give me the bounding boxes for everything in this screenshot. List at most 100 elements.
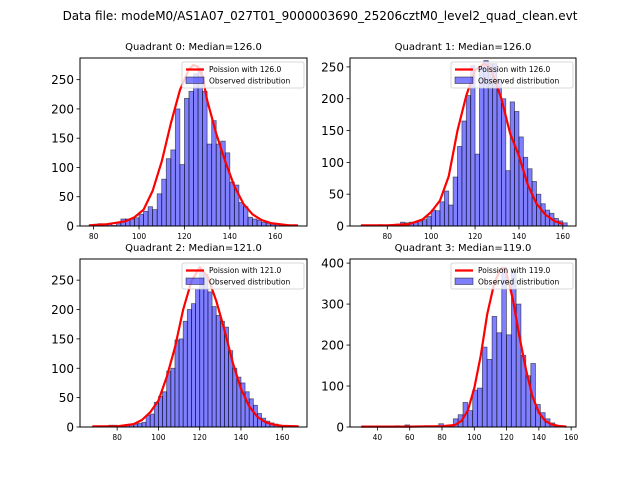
legend-label-observed: Observed distribution xyxy=(478,278,559,287)
histogram-bar xyxy=(522,156,529,227)
y-tick-label: 200 xyxy=(321,339,344,353)
histogram-bar xyxy=(199,270,205,428)
histogram-bar xyxy=(470,65,476,227)
histogram-bar xyxy=(138,213,144,227)
legend-label-poisson: Poission with 126.0 xyxy=(478,65,551,74)
histogram-bar xyxy=(491,315,498,428)
histogram-bar xyxy=(461,120,467,227)
histogram-bar xyxy=(481,346,488,428)
histogram-bar xyxy=(518,136,524,227)
histogram-bar xyxy=(165,158,172,227)
histogram-bar xyxy=(457,146,463,227)
histogram-bar xyxy=(215,314,221,428)
axes-frame xyxy=(79,57,308,227)
histogram-bar xyxy=(422,219,428,227)
histogram-bar xyxy=(182,320,188,428)
y-tick-label: 200 xyxy=(51,303,74,317)
legend-label-poisson: Poission with 119.0 xyxy=(478,266,551,275)
histogram-bar xyxy=(514,111,520,227)
y-tick-label: 150 xyxy=(51,132,74,146)
x-tick-label: 100 xyxy=(424,232,439,241)
histogram-bar xyxy=(202,90,208,227)
legend-label-poisson: Poission with 126.0 xyxy=(209,65,282,74)
histogram-bar xyxy=(174,108,181,227)
y-tick-label: 250 xyxy=(51,73,74,87)
histogram-bar xyxy=(452,176,458,227)
subplot-quadrant-1: Quadrant 1: Median=126.0 0 50 100 150 200 250 8… xyxy=(321,42,577,241)
x-tick-label: 120 xyxy=(499,433,514,442)
histogram-bar xyxy=(238,202,244,227)
histogram-bar xyxy=(467,410,473,428)
x-tick-label: 160 xyxy=(556,232,571,241)
histogram-bar xyxy=(501,266,507,428)
histogram-bar xyxy=(156,193,163,227)
y-tick-label: 0 xyxy=(336,421,344,435)
histogram-bar xyxy=(435,210,441,227)
histogram-bar xyxy=(179,164,185,227)
y-tick-label: 100 xyxy=(51,362,74,376)
legend-box xyxy=(181,61,305,89)
y-tick-label: 0 xyxy=(336,220,344,234)
histogram-bar xyxy=(195,288,201,428)
legend-label-observed: Observed distribution xyxy=(209,278,290,287)
subplot-quadrant-2: Quadrant 2: Median=121.0 0 50 100 150 200 250 8… xyxy=(51,243,308,442)
subplot-title: Quadrant 0: Median=126.0 xyxy=(125,42,262,53)
legend-bar-swatch xyxy=(185,277,205,285)
y-tick-label: 100 xyxy=(51,161,74,175)
histogram-bar xyxy=(141,421,147,428)
x-tick-label: 160 xyxy=(275,433,290,442)
histogram-bar xyxy=(134,217,140,227)
histogram-bar xyxy=(193,73,199,227)
x-tick-label: 140 xyxy=(223,232,238,241)
axes-frame xyxy=(79,258,308,428)
x-tick-label: 100 xyxy=(467,433,482,442)
x-tick-label: 160 xyxy=(564,433,579,442)
subplot-title: Quadrant 1: Median=126.0 xyxy=(395,42,532,53)
legend-box xyxy=(450,262,574,290)
y-tick-label: 200 xyxy=(321,92,344,106)
x-tick-label: 160 xyxy=(268,232,283,241)
histogram-bar xyxy=(472,389,478,428)
histogram-bar xyxy=(152,209,158,227)
histogram-bar xyxy=(170,367,176,428)
histogram-bar xyxy=(211,120,217,227)
legend: Poission with 119.0 Observed distribution xyxy=(450,262,574,290)
histogram-bar xyxy=(206,143,213,227)
y-tick-label: 200 xyxy=(51,102,74,116)
x-tick-label: 120 xyxy=(468,232,483,241)
histogram-bar xyxy=(506,334,512,428)
histogram-bar xyxy=(248,398,254,428)
histogram-bars xyxy=(88,67,299,227)
y-tick-label: 150 xyxy=(321,124,344,138)
histogram-bar xyxy=(137,423,143,428)
legend: Poission with 126.0 Observed distribution xyxy=(450,61,574,89)
histogram-bar xyxy=(178,338,184,428)
histogram-bar xyxy=(166,370,172,428)
histogram-bar xyxy=(536,193,542,227)
histogram-bar xyxy=(174,339,180,428)
y-tick-label: 100 xyxy=(321,380,344,394)
subplot-quadrant-3: Quadrant 3: Median=119.0 0 100 200 300 400 40 6… xyxy=(321,243,578,442)
legend: Poission with 121.0 Observed distribution xyxy=(181,262,305,290)
x-tick-label: 140 xyxy=(532,433,547,442)
legend-label-observed: Observed distribution xyxy=(209,77,290,86)
y-tick-label: 300 xyxy=(321,298,344,312)
histogram-bar xyxy=(479,66,485,227)
y-tick-label: 250 xyxy=(51,274,74,288)
x-tick-label: 60 xyxy=(405,433,415,442)
x-tick-label: 80 xyxy=(383,232,393,241)
y-tick-label: 50 xyxy=(329,188,344,202)
histogram-bars xyxy=(91,270,296,428)
histogram-bar xyxy=(443,190,450,227)
y-tick-label: 100 xyxy=(321,156,344,170)
histogram-bar xyxy=(219,320,225,428)
legend-label-observed: Observed distribution xyxy=(478,77,559,86)
x-tick-label: 140 xyxy=(234,433,249,442)
subplot-quadrant-0: Quadrant 0: Median=126.0 0 50 100 150 200 250 8… xyxy=(51,42,308,241)
y-tick-label: 0 xyxy=(66,421,74,435)
histogram-bar xyxy=(496,79,502,227)
axes-frame xyxy=(349,57,577,227)
axes-frame xyxy=(349,258,577,428)
histogram-bar xyxy=(207,291,213,428)
